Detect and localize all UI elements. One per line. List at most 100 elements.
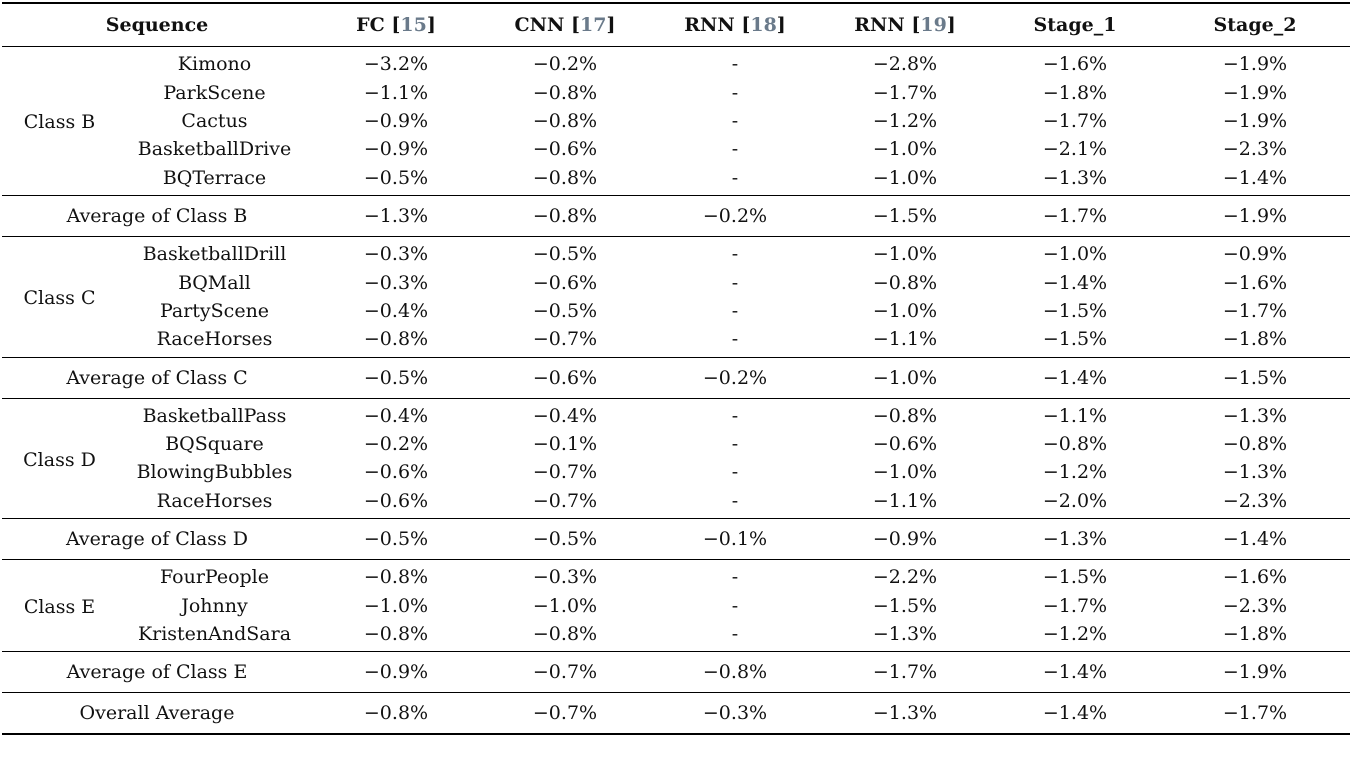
value-cell: −1.5% [1042,299,1108,322]
average-value-cell: −0.9% [363,661,429,684]
value-cell: - [731,433,739,456]
value-cell: −1.2% [1042,461,1108,484]
value-cell: −0.3% [363,243,429,266]
overall-value-cell: −0.7% [532,702,598,725]
average-label: Average of Class C [66,366,248,389]
value-cell: −0.6% [532,138,598,161]
value-cell: - [731,404,739,427]
value-cell: - [731,461,739,484]
value-cell: −0.4% [363,404,429,427]
value-cell: - [731,271,739,294]
table-row: BlowingBubbles −0.6% −0.7% - −1.0% −1.2% −1.3% [2,458,1350,486]
value-cell: −1.0% [872,138,938,161]
header-column: CNN [17] [514,14,616,36]
value-cell: −0.7% [532,328,598,351]
value-cell: −0.4% [532,404,598,427]
class-label: Class B [23,111,96,134]
value-cell: −0.7% [532,461,598,484]
value-cell: −1.8% [1042,81,1108,104]
value-cell: - [731,623,739,646]
value-cell: −0.6% [872,433,938,456]
value-cell: −1.3% [1042,166,1108,189]
value-cell: −1.0% [872,243,938,266]
value-cell: −1.9% [1222,109,1288,132]
overall-value-cell: −0.3% [702,702,768,725]
citation-ref[interactable]: 17 [580,14,607,36]
average-row: Average of Class C −0.5% −0.6% −0.2% −1.0% −1… [2,357,1350,399]
value-cell: −1.8% [1222,328,1288,351]
value-cell: −1.9% [1222,53,1288,76]
table-row: BQMall −0.3% −0.6% - −0.8% −1.4% −1.6% [2,268,1350,296]
value-cell: −2.3% [1222,138,1288,161]
value-cell: −1.1% [872,489,938,512]
value-cell: - [731,594,739,617]
value-cell: - [731,489,739,512]
value-cell: −1.6% [1222,566,1288,589]
value-cell: −1.7% [1042,109,1108,132]
value-cell: −0.4% [363,299,429,322]
value-cell: −1.2% [872,109,938,132]
value-cell: −1.0% [1042,243,1108,266]
header-column-label: Stage_1 [1033,14,1117,36]
sequence-name: KristenAndSara [137,623,292,646]
value-cell: −0.3% [532,566,598,589]
value-cell: −2.8% [872,53,938,76]
average-value-cell: −0.1% [702,528,768,551]
average-value-cell: −0.2% [702,204,768,227]
header-column-label: RNN [684,14,735,36]
value-cell: - [731,328,739,351]
value-cell: −0.6% [363,489,429,512]
sequence-name: FourPeople [160,566,269,589]
value-cell: - [731,243,739,266]
value-cell: −1.5% [872,594,938,617]
average-label: Average of Class B [66,204,248,227]
header-column-label: FC [356,14,385,36]
value-cell: −1.0% [872,166,938,189]
average-value-cell: −1.5% [872,204,938,227]
value-cell: −0.5% [363,166,429,189]
sequence-name: BasketballDrive [137,138,292,161]
table-row: Cactus −0.9% −0.8% - −1.2% −1.7% −1.9% [2,107,1350,135]
overall-average-row: Overall Average −0.8% −0.7% −0.3% −1.3% −1.4%… [2,693,1350,735]
value-cell: −1.0% [872,299,938,322]
average-value-cell: −1.4% [1222,528,1288,551]
average-value-cell: −0.8% [702,661,768,684]
average-value-cell: −0.9% [872,528,938,551]
sequence-name: RaceHorses [156,328,273,351]
value-cell: −1.0% [363,594,429,617]
value-cell: −0.8% [872,404,938,427]
citation-ref[interactable]: 18 [750,14,777,36]
citation-ref[interactable]: 19 [920,14,947,36]
value-cell: - [731,166,739,189]
value-cell: −1.7% [1222,299,1288,322]
sequence-name: BasketballPass [142,404,287,427]
table-row: KristenAndSara −0.8% −0.8% - −1.3% −1.2% −1.8% [2,620,1350,652]
class-label: Class D [23,448,96,471]
value-cell: −0.8% [532,623,598,646]
sequence-name: BQSquare [165,433,264,456]
value-cell: −1.4% [1222,166,1288,189]
value-cell: −0.2% [363,433,429,456]
value-cell: −2.3% [1222,489,1288,512]
citation-ref[interactable]: 15 [400,14,427,36]
value-cell: −1.5% [1042,328,1108,351]
value-cell: −1.7% [1042,594,1108,617]
value-cell: −1.4% [1042,271,1108,294]
value-cell: - [731,109,739,132]
average-value-cell: −0.8% [532,204,598,227]
value-cell: −0.8% [1222,433,1288,456]
sequence-name: Johnny [181,594,248,617]
value-cell: −2.2% [872,566,938,589]
table-row: Class B Kimono −3.2% −0.2% - −2.8% −1.6% −1.9% [2,47,1350,133]
value-cell: −2.0% [1042,489,1108,512]
table-row: BQSquare −0.2% −0.1% - −0.6% −0.8% −0.8% [2,430,1350,458]
header-row: Sequence FC [15] CNN [17] RNN [18] RNN [… [2,3,1350,47]
value-cell: −1.0% [532,594,598,617]
table-row: ParkScene −1.1% −0.8% - −1.7% −1.8% −1.9% [2,78,1350,106]
value-cell: −0.8% [363,623,429,646]
value-cell: −1.6% [1222,271,1288,294]
value-cell: −0.8% [363,328,429,351]
class-label: Class C [23,287,96,310]
value-cell: −0.9% [363,109,429,132]
sequence-name: Kimono [177,53,252,76]
